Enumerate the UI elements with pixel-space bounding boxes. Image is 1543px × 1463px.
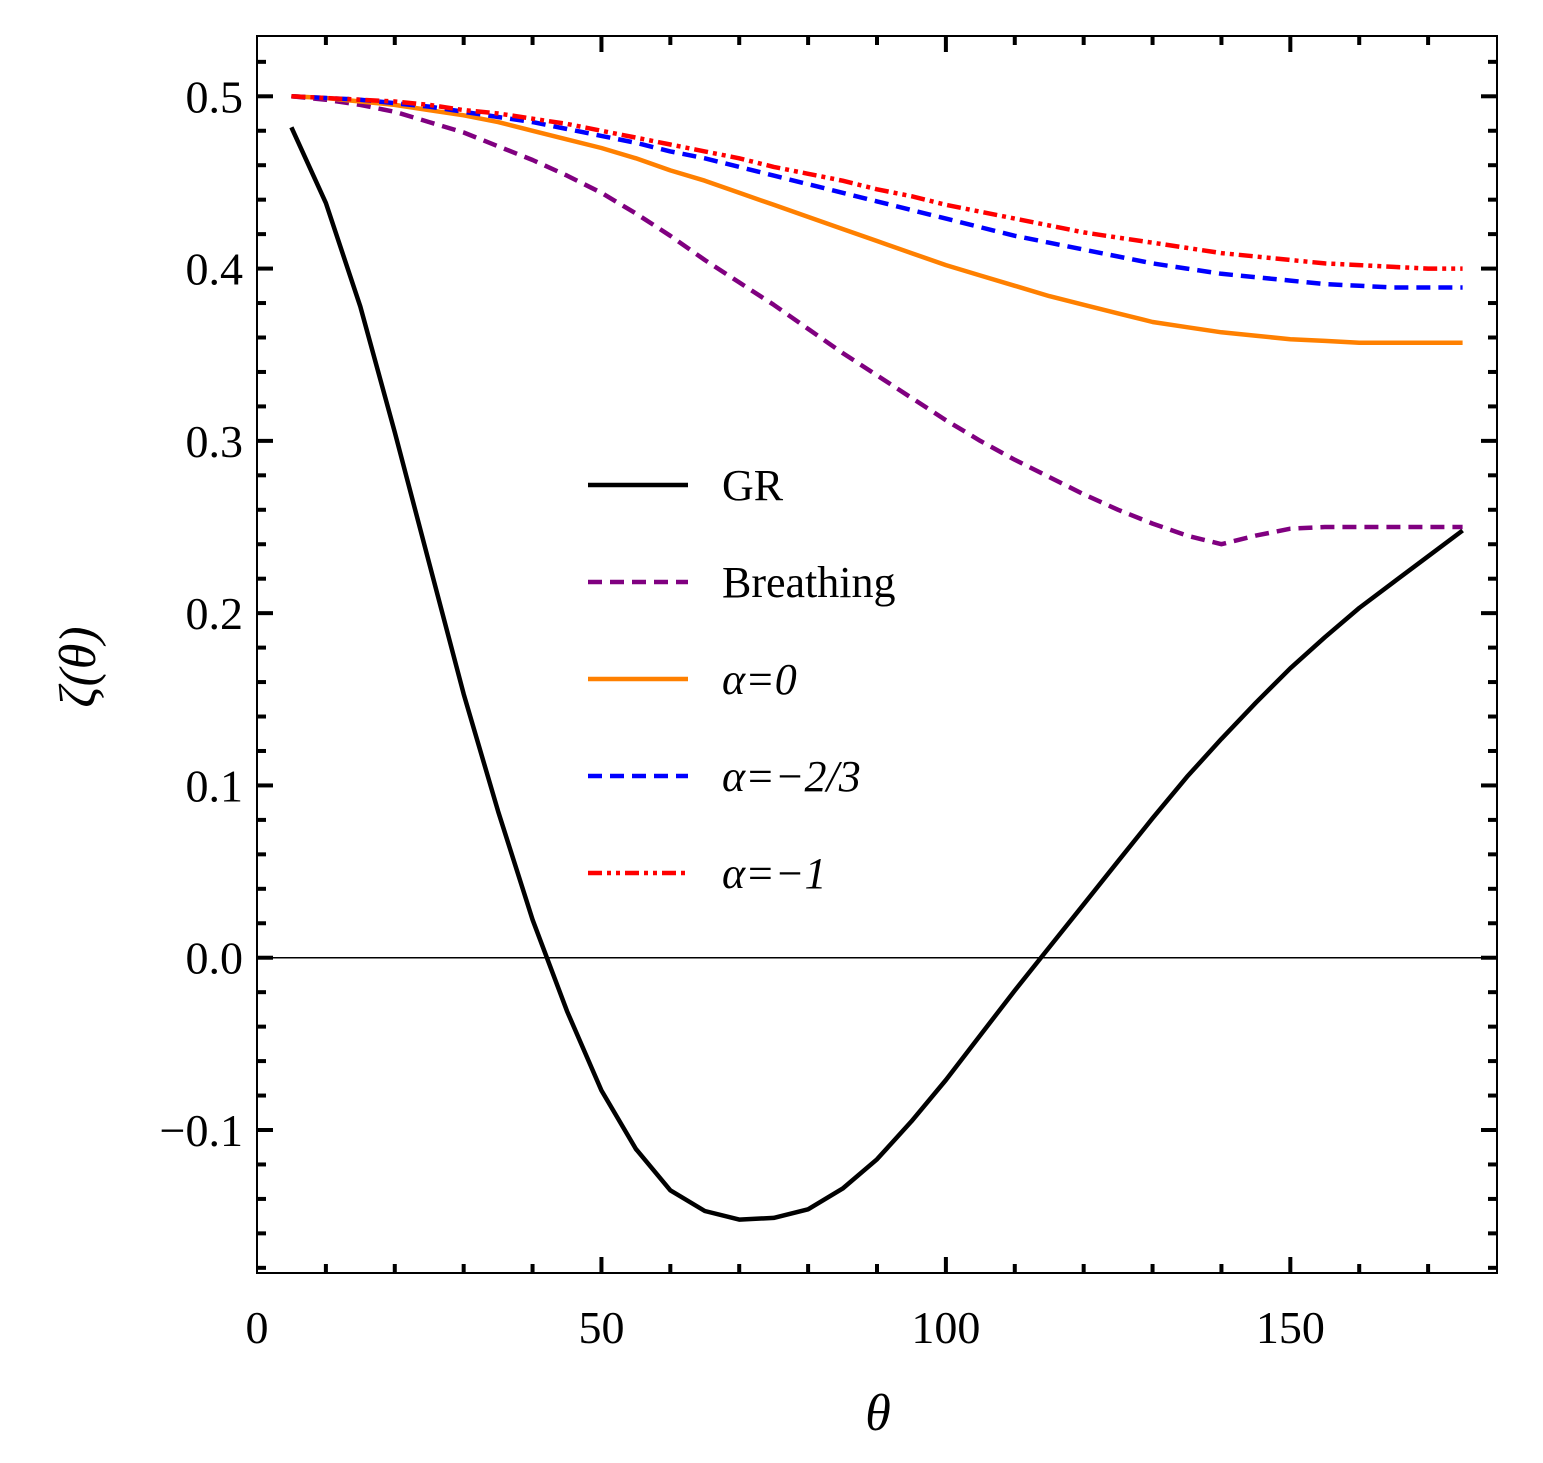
x-axis-title: θ: [865, 1385, 891, 1442]
x-tick-label: 0: [246, 1302, 269, 1353]
y-tick-label: 0.0: [186, 933, 244, 984]
series-line-breathing: [291, 94, 1463, 547]
y-axis-title: ζ(θ): [50, 626, 107, 707]
tick-labels: 0 50 100 150 −0.1 0.0 0.1 0.2 0.3 0.4 0.5: [160, 71, 1325, 1353]
x-tick-label: 100: [911, 1302, 980, 1353]
y-tick-label: 0.3: [186, 416, 244, 467]
x-tick-label: 150: [1256, 1302, 1325, 1353]
legend-label: Breathing: [722, 558, 896, 607]
y-tick-label: 0.4: [186, 244, 244, 295]
series-group: [289, 94, 1464, 1222]
y-tick-label: 0.1: [186, 760, 244, 811]
series-line-gr: [289, 126, 1464, 1222]
x-tick-label: 50: [578, 1302, 624, 1353]
series-line-1: [291, 94, 1463, 271]
legend: GR Breathing α=0 α=−2/3 α=−1: [588, 461, 896, 898]
legend-label: GR: [722, 461, 784, 510]
y-tick-label: −0.1: [160, 1105, 243, 1156]
legend-label: α=0: [722, 655, 797, 704]
series-line-0: [291, 94, 1463, 345]
y-tick-label: 0.2: [186, 588, 244, 639]
legend-label: α=−1: [722, 849, 826, 898]
y-tick-label: 0.5: [186, 71, 244, 122]
series-line-2-3: [291, 94, 1463, 290]
axis-ticks: [257, 36, 1497, 1273]
legend-label: α=−2/3: [722, 752, 861, 801]
